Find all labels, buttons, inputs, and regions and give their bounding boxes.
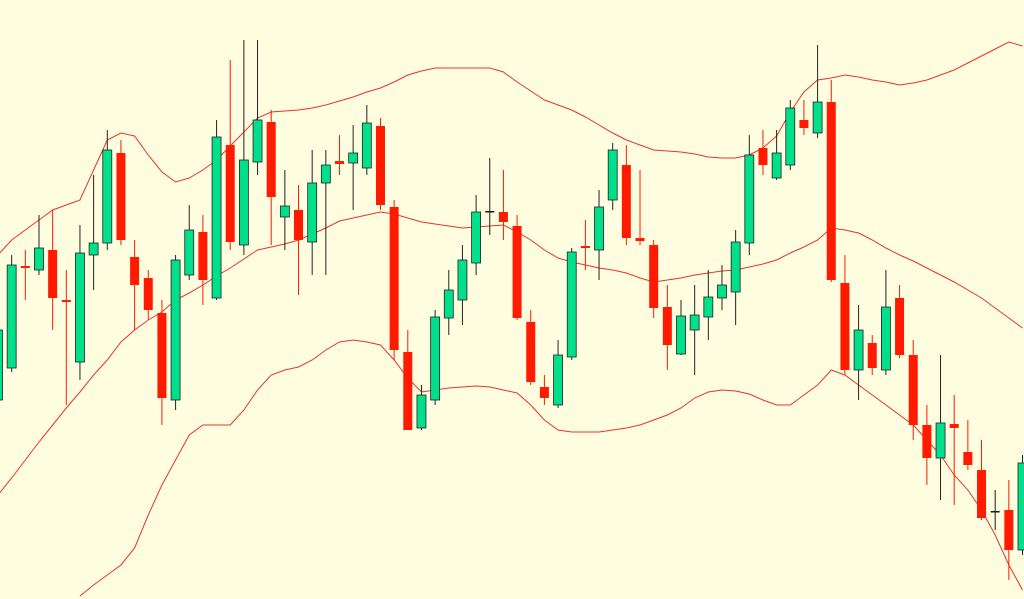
candle-body [443,289,454,319]
candle-body [990,511,1000,513]
candle-body [116,153,126,240]
candle-body [34,247,44,271]
band-line [79,339,1023,597]
candle-body [1004,510,1014,550]
candle-body [266,122,276,197]
candle-body [0,329,3,401]
candle-body [457,259,468,301]
band-line [0,211,1023,494]
candle-body [566,251,577,358]
candle-body [676,315,686,355]
candle-body [88,242,99,256]
candle-body [102,149,113,244]
candle-body [320,164,331,184]
candle-body [594,206,604,251]
candle-body [744,154,755,244]
candle-body [1017,462,1024,551]
candle-body [812,101,823,134]
candle-body [621,165,631,238]
candle-body [512,226,522,318]
candle-body [6,264,17,369]
candle-body [922,425,932,458]
candle-body [580,246,590,248]
candle-body [977,470,987,518]
candle-body [758,148,768,165]
candle-body [225,145,235,242]
candle-body [826,102,836,280]
candle-body [799,120,809,128]
candle-body [908,355,918,425]
candle-body [170,259,181,401]
candle-body [553,354,563,406]
candle-body [662,307,672,345]
candle-body [785,107,796,166]
candle-body [416,394,427,429]
candle-body [348,152,359,164]
candle-body [717,284,727,299]
candle-body [61,300,71,302]
candle-body [403,352,413,430]
candle-body [498,212,508,222]
candle-body [389,207,399,350]
candle-body [20,266,30,268]
candle-body [471,211,482,264]
candle-body [252,119,263,163]
candle-body [895,298,905,355]
candle-body [335,161,344,164]
candle-body [649,245,659,308]
candle-body [949,424,959,428]
candle-body [375,126,385,205]
candle-body [963,452,973,465]
candle-body [143,278,153,310]
candle-body [689,314,700,331]
band-line [0,41,1023,254]
candle-body [211,136,222,299]
candle-body [853,329,864,371]
candle-body [935,422,946,459]
candle-body [279,205,290,218]
candle-body [75,252,85,363]
candle-body [730,241,741,293]
candle-body [130,257,140,285]
candle-body [840,283,850,370]
candle-body [198,232,208,280]
candle-body [184,229,195,276]
candle-body [771,152,782,179]
candle-body [238,159,249,246]
candle-body [307,182,318,243]
candle-body [157,313,167,398]
candle-body [607,149,618,201]
candle-body [430,316,441,401]
candle-body [867,343,877,368]
candle-body [48,250,58,298]
candle-body [485,211,495,213]
candle-body [361,122,372,169]
candle-body [526,322,536,382]
candle-body [703,296,714,318]
candle-body [294,210,304,240]
candle-body [635,238,645,241]
candle-body [539,387,549,398]
candle-body [881,306,891,371]
